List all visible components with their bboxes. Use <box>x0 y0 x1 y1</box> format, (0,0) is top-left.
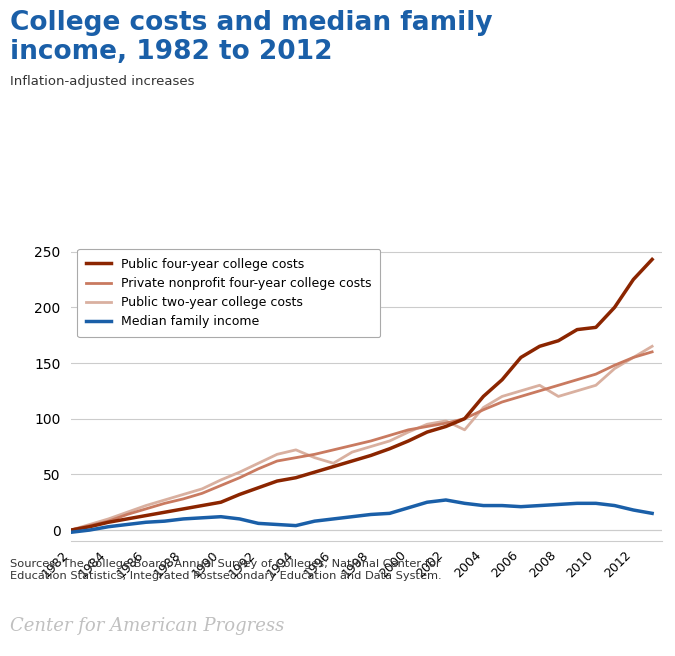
Text: Sources: The College Board, Annual Survey of Colleges; National Center for
Educa: Sources: The College Board, Annual Surve… <box>10 559 441 581</box>
Text: College costs and median family: College costs and median family <box>10 10 493 36</box>
Legend: Public four-year college costs, Private nonprofit four-year college costs, Publi: Public four-year college costs, Private … <box>77 249 380 337</box>
Text: income, 1982 to 2012: income, 1982 to 2012 <box>10 39 333 66</box>
Text: Inflation-adjusted increases: Inflation-adjusted increases <box>10 75 194 89</box>
Text: Center for American Progress: Center for American Progress <box>10 617 284 634</box>
